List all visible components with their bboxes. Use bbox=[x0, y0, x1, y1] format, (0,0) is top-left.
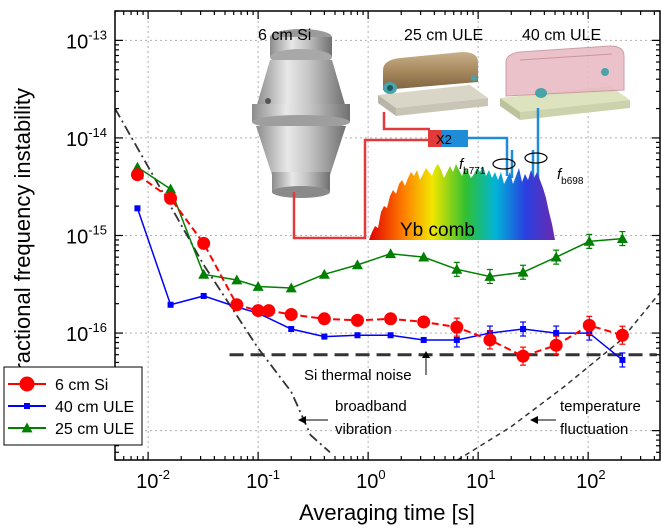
marker-25-cm-ule bbox=[21, 422, 33, 433]
marker-40-cm-ule bbox=[321, 333, 328, 340]
marker-6-cm-si bbox=[615, 328, 629, 342]
marker-40-cm-ule bbox=[24, 403, 30, 409]
marker-25-cm-ule bbox=[385, 248, 397, 259]
temperature-fluctuation-curve bbox=[457, 292, 660, 460]
reference-curves bbox=[115, 108, 660, 460]
x-tick-label: 102 bbox=[576, 467, 605, 493]
marker-6-cm-si bbox=[582, 318, 596, 332]
marker-40-cm-ule bbox=[453, 336, 460, 343]
series-line-25-cm-ule bbox=[137, 166, 623, 289]
ule25-cavity-drawing bbox=[378, 52, 488, 116]
y-tick-label: 10-15 bbox=[66, 223, 107, 249]
marker-40-cm-ule bbox=[387, 332, 394, 339]
beat-label-698: fb698 bbox=[557, 166, 584, 187]
marker-25-cm-ule bbox=[165, 183, 177, 194]
marker-40-cm-ule bbox=[520, 326, 527, 333]
marker-6-cm-si bbox=[130, 168, 144, 182]
marker-25-cm-ule bbox=[451, 263, 463, 274]
marker-40-cm-ule bbox=[200, 292, 207, 299]
marker-6-cm-si bbox=[450, 320, 464, 334]
marker-25-cm-ule bbox=[418, 251, 430, 262]
red-fiber-2 bbox=[382, 112, 430, 131]
marker-6-cm-si bbox=[251, 304, 265, 318]
legend-label-40-cm-ule: 40 cm ULE bbox=[55, 399, 134, 416]
marker-6-cm-si bbox=[317, 312, 331, 326]
comb-spectrum bbox=[369, 164, 555, 240]
marker-25-cm-ule bbox=[351, 259, 363, 270]
y-tick-label: 10-14 bbox=[66, 125, 107, 151]
marker-25-cm-ule bbox=[583, 235, 595, 246]
series-line-6-cm-si bbox=[136, 173, 623, 358]
marker-25-cm-ule bbox=[198, 268, 210, 279]
marker-25-cm-ule bbox=[550, 251, 562, 262]
x-tick-label: 10-2 bbox=[136, 467, 170, 493]
marker-6-cm-si bbox=[350, 313, 364, 327]
marker-25-cm-ule bbox=[616, 233, 628, 243]
marker-25-cm-ule bbox=[517, 266, 529, 277]
marker-40-cm-ule bbox=[288, 326, 295, 333]
marker-6-cm-si bbox=[549, 338, 563, 352]
vibration-label-2: vibration bbox=[335, 421, 392, 438]
x-axis-title: Averaging time [s] bbox=[299, 500, 475, 525]
marker-40-cm-ule bbox=[553, 330, 560, 337]
marker-6-cm-si bbox=[164, 191, 178, 205]
data-series bbox=[130, 161, 629, 368]
vibration-label-1: broadband bbox=[335, 398, 407, 415]
marker-25-cm-ule bbox=[318, 268, 330, 279]
beat-coil-698 bbox=[524, 152, 548, 164]
cavity-label-ule40: 40 cm ULE bbox=[522, 27, 601, 44]
marker-25-cm-ule bbox=[285, 282, 297, 293]
ule40-cavity-drawing bbox=[500, 45, 630, 120]
x-tick-label: 101 bbox=[466, 467, 495, 493]
legend: 6 cm Si 40 cm ULE 25 cm ULE bbox=[3, 366, 143, 446]
cavity-label-ule25: 25 cm ULE bbox=[404, 27, 483, 44]
marker-25-cm-ule bbox=[231, 274, 243, 285]
marker-6-cm-si bbox=[197, 236, 211, 250]
y-tick-label: 10-13 bbox=[66, 27, 107, 53]
marker-6-cm-si bbox=[384, 312, 398, 326]
series-line-40-cm-ule bbox=[136, 208, 623, 361]
marker-6-cm-si bbox=[516, 349, 530, 363]
marker-6-cm-si bbox=[262, 304, 276, 318]
x-tick-label: 10-1 bbox=[246, 467, 280, 493]
temperature-label-2: fluctuation bbox=[560, 421, 628, 438]
marker-40-cm-ule bbox=[167, 301, 174, 308]
marker-6-cm-si bbox=[284, 307, 298, 321]
legend-label-6-cm-si: 6 cm Si bbox=[55, 377, 108, 394]
beat-coil-771 bbox=[492, 158, 516, 170]
marker-40-cm-ule bbox=[134, 205, 141, 212]
si-cavity-drawing bbox=[252, 29, 350, 198]
doubler-label: X2 bbox=[436, 132, 452, 147]
marker-6-cm-si bbox=[230, 298, 244, 312]
inset-illustration: X2 Yb comb 6 cm Si 25 cm ULE 40 cm ULE f… bbox=[252, 27, 630, 241]
cavity-label-si: 6 cm Si bbox=[258, 27, 311, 44]
beat-label-771: fb771 bbox=[459, 156, 486, 177]
marker-25-cm-ule bbox=[484, 270, 496, 281]
y-axis-title: Fractional frequency instability bbox=[10, 88, 35, 384]
marker-6-cm-si bbox=[483, 333, 497, 347]
grid bbox=[115, 11, 660, 460]
marker-40-cm-ule bbox=[420, 336, 427, 343]
axis-ticks: 10-210-110010110210-1710-1610-1510-1410-… bbox=[66, 10, 660, 493]
marker-40-cm-ule bbox=[354, 332, 361, 339]
temperature-label-1: temperature bbox=[560, 398, 641, 415]
marker-6-cm-si bbox=[417, 315, 431, 329]
broadband-vibration-curve bbox=[115, 108, 331, 453]
legend-label-25-cm-ule: 25 cm ULE bbox=[55, 421, 134, 438]
si-thermal-noise-label: Si thermal noise bbox=[304, 367, 412, 384]
marker-25-cm-ule bbox=[252, 281, 264, 291]
red-fiber bbox=[292, 138, 430, 240]
x-tick-label: 100 bbox=[356, 467, 385, 493]
blue-fiber bbox=[466, 136, 509, 176]
y-tick-label: 10-16 bbox=[66, 320, 107, 346]
marker-6-cm-si bbox=[19, 376, 35, 392]
marker-40-cm-ule bbox=[619, 356, 626, 363]
comb-label: Yb comb bbox=[400, 220, 475, 241]
